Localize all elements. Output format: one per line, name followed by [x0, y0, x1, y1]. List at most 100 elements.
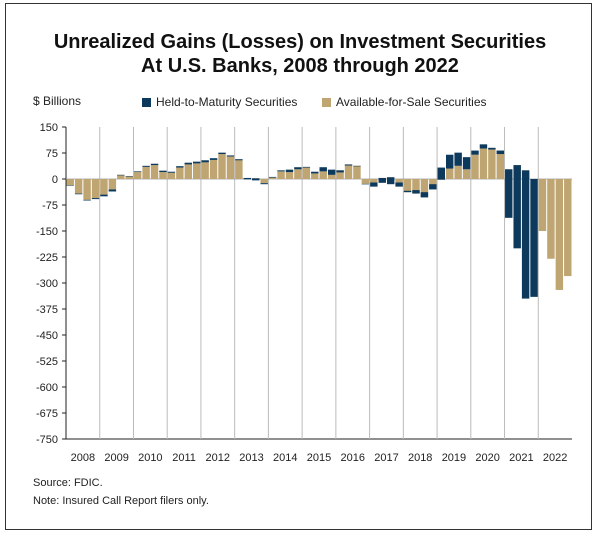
- bar-htm: [226, 155, 235, 157]
- bar-htm: [521, 170, 530, 299]
- bar-afs: [454, 165, 462, 179]
- bar-htm: [336, 170, 344, 173]
- x-tick-label: 2009: [104, 452, 128, 464]
- bar-htm: [117, 174, 125, 176]
- x-tick-label: 2008: [71, 452, 95, 464]
- bar-afs: [327, 174, 336, 179]
- y-tick-label: -600: [36, 382, 58, 394]
- chart-footnotes: Source: FDIC. Note: Insured Call Report …: [33, 474, 209, 510]
- bar-htm: [150, 163, 159, 166]
- y-tick-label: -525: [36, 356, 58, 368]
- bar-htm: [193, 161, 201, 164]
- x-tick-label: 2020: [475, 452, 499, 464]
- bar-htm: [420, 192, 429, 198]
- x-tick-label: 2015: [307, 452, 331, 464]
- bar-afs: [446, 168, 454, 179]
- bar-htm: [243, 177, 252, 180]
- bar-htm: [268, 176, 277, 178]
- bar-htm: [378, 177, 386, 183]
- bar-htm: [344, 164, 353, 166]
- bar-afs: [117, 174, 125, 179]
- bar-htm: [125, 176, 133, 177]
- bar-htm: [319, 167, 327, 172]
- bar-htm: [294, 167, 302, 170]
- chart-title-line1: Unrealized Gains (Losses) on Investment …: [53, 31, 547, 53]
- bar-htm: [446, 154, 454, 169]
- bar-afs: [176, 167, 184, 179]
- bar-afs: [260, 179, 268, 184]
- bar-afs: [353, 165, 361, 179]
- bar-afs: [142, 166, 150, 179]
- bar-afs: [302, 167, 311, 179]
- bar-afs: [370, 179, 378, 183]
- bar-afs: [311, 173, 319, 179]
- bar-afs: [91, 179, 100, 199]
- chart-title: Unrealized Gains (Losses) on Investment …: [0, 30, 600, 78]
- legend-swatch-htm: [142, 97, 151, 107]
- y-tick-label: -750: [36, 434, 58, 446]
- y-tick-label: -300: [36, 278, 58, 290]
- bar-htm: [386, 177, 395, 185]
- x-tick-label: 2021: [509, 452, 533, 464]
- bar-htm: [235, 159, 243, 161]
- bar-htm: [403, 190, 412, 193]
- bar-afs: [159, 172, 167, 179]
- bar-htm: [471, 150, 479, 155]
- bar-afs: [564, 179, 572, 277]
- bar-afs: [235, 159, 243, 179]
- bar-afs: [100, 179, 108, 195]
- legend-item-htm: Held-to-Maturity Securities: [142, 94, 297, 110]
- bar-afs: [277, 171, 285, 179]
- bar-afs: [133, 172, 142, 179]
- x-tick-label: 2017: [374, 452, 398, 464]
- bar-htm: [201, 160, 209, 163]
- footnote: Note: Insured Call Report filers only.: [33, 495, 209, 507]
- bar-afs: [226, 156, 235, 179]
- bar-afs: [479, 148, 488, 179]
- bar-htm: [361, 183, 370, 185]
- bar-afs: [209, 159, 218, 179]
- bar-afs: [471, 154, 479, 179]
- y-tick-label: 75: [46, 148, 58, 160]
- y-tick-label: -375: [36, 304, 58, 316]
- bar-htm: [176, 166, 184, 168]
- y-tick-label: -450: [36, 330, 58, 342]
- x-tick-label: 2010: [138, 452, 162, 464]
- bar-htm: [66, 185, 74, 186]
- x-tick-label: 2018: [408, 452, 432, 464]
- bar-htm: [277, 170, 285, 172]
- bar-htm: [167, 171, 176, 173]
- bar-htm: [209, 158, 218, 160]
- bar-htm: [327, 169, 336, 175]
- bar-afs: [108, 179, 117, 190]
- legend-swatch-afs: [322, 97, 331, 107]
- bar-afs: [74, 179, 83, 194]
- bar-htm: [159, 170, 167, 173]
- bar-htm: [91, 198, 100, 200]
- bar-htm: [184, 162, 192, 165]
- bar-htm: [252, 178, 260, 181]
- bar-htm: [218, 152, 226, 155]
- legend-label-afs: Available-for-Sale Securities: [336, 95, 487, 109]
- bar-htm: [429, 184, 437, 190]
- bar-htm: [530, 179, 538, 297]
- bar-htm: [370, 182, 378, 187]
- bar-htm: [353, 165, 361, 167]
- bar-afs: [412, 179, 420, 194]
- bar-htm: [454, 152, 462, 166]
- bar-htm: [260, 183, 268, 185]
- bar-htm: [74, 193, 83, 195]
- bar-afs: [319, 171, 327, 179]
- bar-htm: [505, 169, 513, 218]
- y-tick-label: 150: [40, 122, 58, 134]
- y-tick-label: 0: [52, 174, 58, 186]
- bar-htm: [311, 171, 319, 174]
- bar-htm: [395, 182, 403, 187]
- chart-title-line2: At U.S. Banks, 2008 through 2022: [141, 55, 459, 77]
- legend-item-afs: Available-for-Sale Securities: [322, 94, 487, 110]
- bar-afs: [268, 177, 277, 179]
- bar-afs: [361, 179, 370, 184]
- y-tick-label: -675: [36, 408, 58, 420]
- bar-afs: [420, 179, 429, 198]
- y-tick-label: -150: [36, 226, 58, 238]
